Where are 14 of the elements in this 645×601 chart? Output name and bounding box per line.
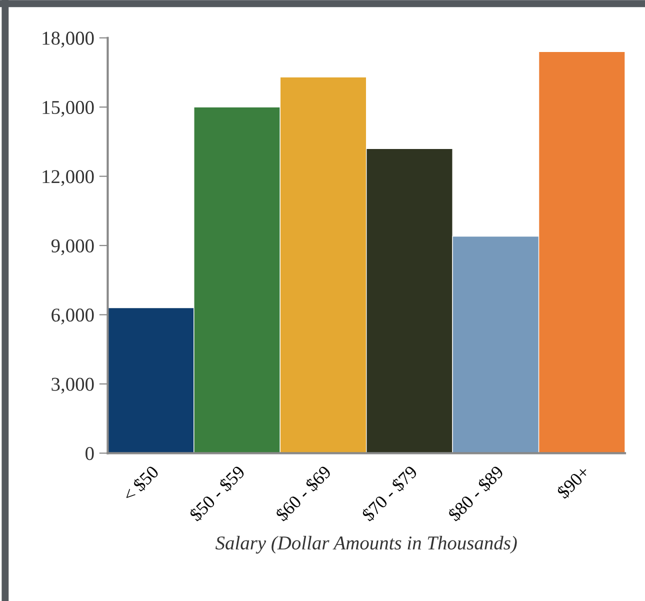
x-tick-label: $50 - $59 bbox=[188, 464, 246, 522]
y-tick-label: 9,000 bbox=[51, 239, 94, 256]
x-tick-label: $60 - $69 bbox=[274, 464, 333, 522]
x-tick-label: $70 - $79 bbox=[360, 464, 419, 522]
x-tick-label: < $50 bbox=[122, 464, 160, 504]
y-tick-label: 18,000 bbox=[42, 32, 94, 48]
y-tick-label: 0 bbox=[86, 446, 94, 460]
y-tick-label: 3,000 bbox=[52, 378, 94, 394]
x-tick-label: $80 - $89 bbox=[446, 464, 505, 522]
y-tick-label: 15,000 bbox=[42, 100, 94, 117]
x-tick-label: $90+ bbox=[556, 464, 592, 500]
x-axis-title: Salary (Dollar Amounts in Thousands) bbox=[216, 536, 517, 554]
y-tick-label: 12,000 bbox=[42, 170, 94, 186]
y-tick-label: 6,000 bbox=[52, 308, 94, 324]
